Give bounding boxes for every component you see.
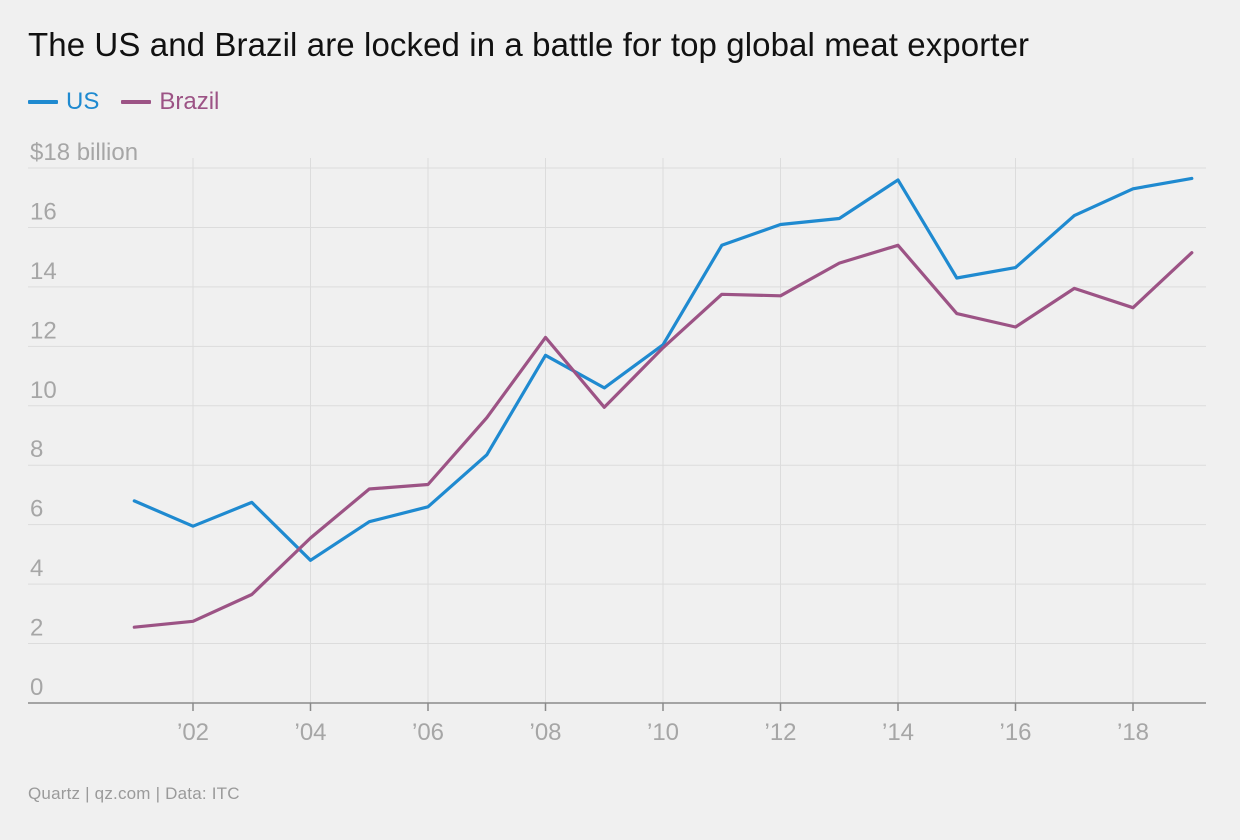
legend-item-us: US <box>28 88 99 116</box>
x-tick-label: ’04 <box>294 719 326 746</box>
y-tick-label: 12 <box>30 317 57 344</box>
y-tick-label: 4 <box>30 555 43 582</box>
x-tick-label: ’12 <box>764 719 796 746</box>
series-line-brazil <box>132 243 1194 629</box>
legend-label-us: US <box>66 88 100 115</box>
legend-label-brazil: Brazil <box>159 88 220 115</box>
y-tick-label: 6 <box>30 496 43 523</box>
x-tick-label: ’18 <box>1117 719 1149 746</box>
legend-swatch-us <box>28 100 58 104</box>
x-tick-label: ’14 <box>882 719 914 746</box>
source-credit: Quartz | qz.com | Data: ITC <box>28 784 240 803</box>
x-tick-label: ’06 <box>412 719 444 746</box>
legend-item-brazil: Brazil <box>121 88 219 116</box>
chart-title: The US and Brazil are locked in a battle… <box>28 26 1030 63</box>
x-tick-label: ’16 <box>999 719 1031 746</box>
y-tick-label: 14 <box>30 258 57 285</box>
x-tick-label: ’02 <box>177 719 209 746</box>
series-line-us <box>132 176 1194 562</box>
chart-legend: US Brazil <box>28 88 241 116</box>
y-tick-label: 10 <box>30 377 57 404</box>
y-tick-label: 8 <box>30 436 43 463</box>
legend-swatch-brazil <box>121 100 152 104</box>
y-tick-label: 2 <box>30 615 43 642</box>
y-tick-label: $18 billion <box>30 139 138 166</box>
y-tick-label: 16 <box>30 198 57 225</box>
x-tick-label: ’08 <box>529 719 561 746</box>
x-tick-label: ’10 <box>647 719 679 746</box>
y-tick-label: 0 <box>30 674 43 701</box>
